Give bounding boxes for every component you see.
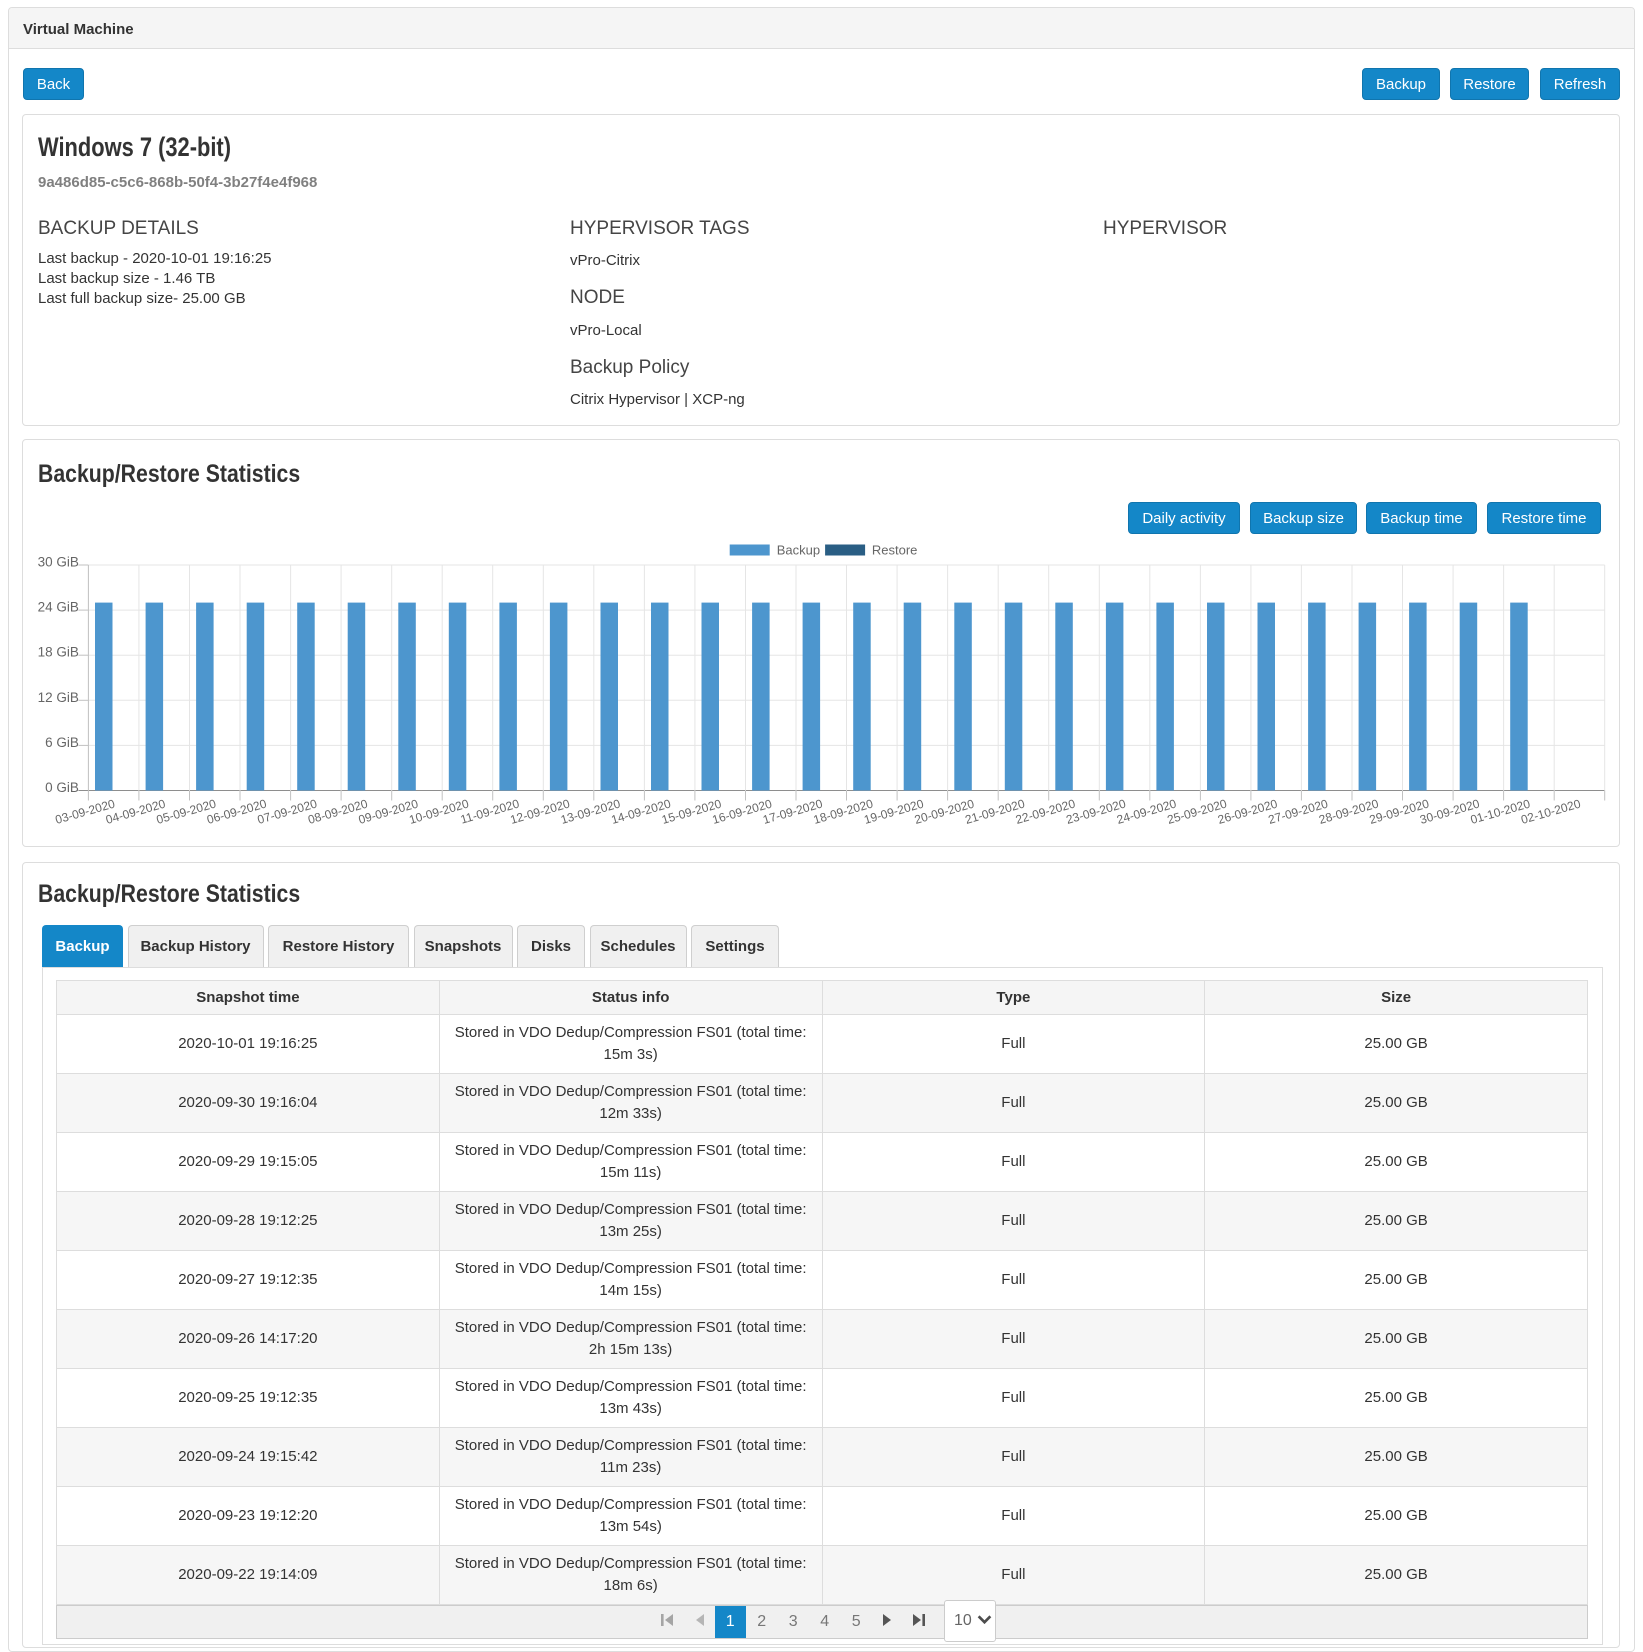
svg-text:6 GiB: 6 GiB bbox=[45, 735, 79, 750]
svg-text:Restore: Restore bbox=[872, 543, 918, 558]
svg-text:0 GiB: 0 GiB bbox=[45, 780, 79, 795]
svg-text:Backup: Backup bbox=[777, 543, 820, 558]
svg-text:12 GiB: 12 GiB bbox=[38, 690, 79, 705]
svg-text:18 GiB: 18 GiB bbox=[38, 645, 79, 660]
svg-text:24 GiB: 24 GiB bbox=[38, 600, 79, 615]
svg-text:30 GiB: 30 GiB bbox=[38, 555, 79, 570]
